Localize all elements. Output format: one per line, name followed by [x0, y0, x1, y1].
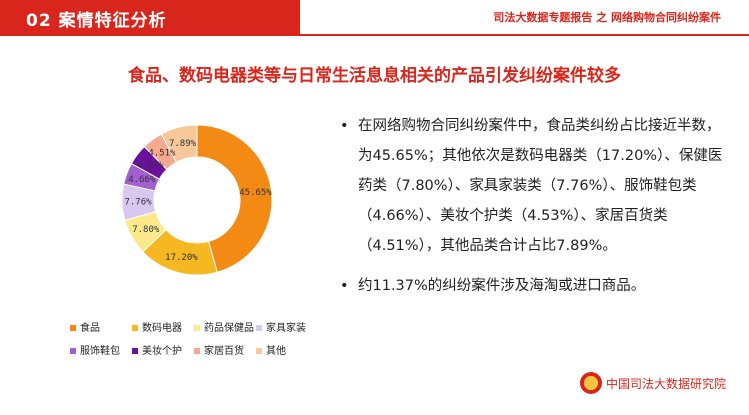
slice-label: 4.53%: [136, 160, 164, 170]
slice-label: 7.89%: [169, 139, 197, 149]
donut-slice-8: [160, 124, 198, 163]
legend-swatch: [256, 325, 262, 331]
legend-swatch: [194, 348, 200, 354]
legend-label: 家居百货: [204, 346, 244, 357]
legend-item: 服饰鞋包: [70, 342, 132, 357]
legend-swatch: [70, 325, 76, 331]
header-divider: [300, 34, 749, 36]
slice-label: 4.51%: [148, 149, 176, 159]
slice-label: 7.76%: [124, 198, 152, 208]
legend-swatch: [194, 325, 200, 331]
legend-item: 数码电器: [132, 319, 194, 334]
legend-label: 食品: [80, 323, 100, 334]
legend-label: 其他: [266, 346, 286, 357]
slice-label: 4.66%: [128, 175, 156, 185]
slide-headline: 食品、数码电器类等与日常生活息息相关的产品引发纠纷案件较多: [128, 66, 621, 86]
legend-swatch: [256, 348, 262, 354]
slice-label: 45.65%: [239, 188, 272, 198]
legend-item: 其他: [256, 342, 318, 357]
bullet-list: • 在网络购物合同纠纷案件中，食品类纠纷占比接近半数，为45.65%；其他依次是…: [340, 111, 725, 311]
footer-org-name: 中国司法大数据研究院: [606, 377, 727, 391]
section-title-bar: 02 案情特征分析: [0, 0, 300, 36]
court-emblem-logo: [580, 372, 602, 394]
legend-label: 药品保健品: [204, 323, 254, 334]
bullet-text: 在网络购物合同纠纷案件中，食品类纠纷占比接近半数，为45.65%；其他依次是数码…: [358, 118, 723, 254]
legend-item: 家居百货: [194, 342, 256, 357]
slice-label: 17.20%: [165, 253, 198, 263]
legend-swatch: [70, 348, 76, 354]
report-title: 司法大数据专题报告 之 网络购物合同纠纷案件: [493, 11, 721, 24]
legend-item: 家具家装: [256, 319, 318, 334]
bullet-text: 约11.37%的纠纷案件涉及海淘或进口商品。: [358, 278, 646, 294]
legend-item: 药品保健品: [194, 319, 256, 334]
slice-label: 7.80%: [132, 225, 160, 235]
bullet-item: • 在网络购物合同纠纷案件中，食品类纠纷占比接近半数，为45.65%；其他依次是…: [340, 111, 725, 261]
bullet-marker: •: [340, 278, 349, 294]
legend-label: 美妆个护: [142, 346, 182, 357]
legend-label: 数码电器: [142, 323, 182, 334]
bullet-marker: •: [340, 118, 349, 134]
bullet-item: • 约11.37%的纠纷案件涉及海淘或进口商品。: [340, 271, 725, 301]
section-title: 02 案情特征分析: [26, 11, 167, 31]
legend-swatch: [132, 325, 138, 331]
legend-item: 食品: [70, 319, 132, 334]
legend-swatch: [132, 348, 138, 354]
chart-legend: 食品 数码电器 药品保健品 家具家装服饰鞋包 美妆个护 家居百货 其他: [70, 319, 320, 365]
legend-item: 美妆个护: [132, 342, 194, 357]
legend-label: 家具家装: [266, 323, 306, 334]
legend-label: 服饰鞋包: [80, 346, 120, 357]
donut-slice-1: [196, 124, 273, 273]
